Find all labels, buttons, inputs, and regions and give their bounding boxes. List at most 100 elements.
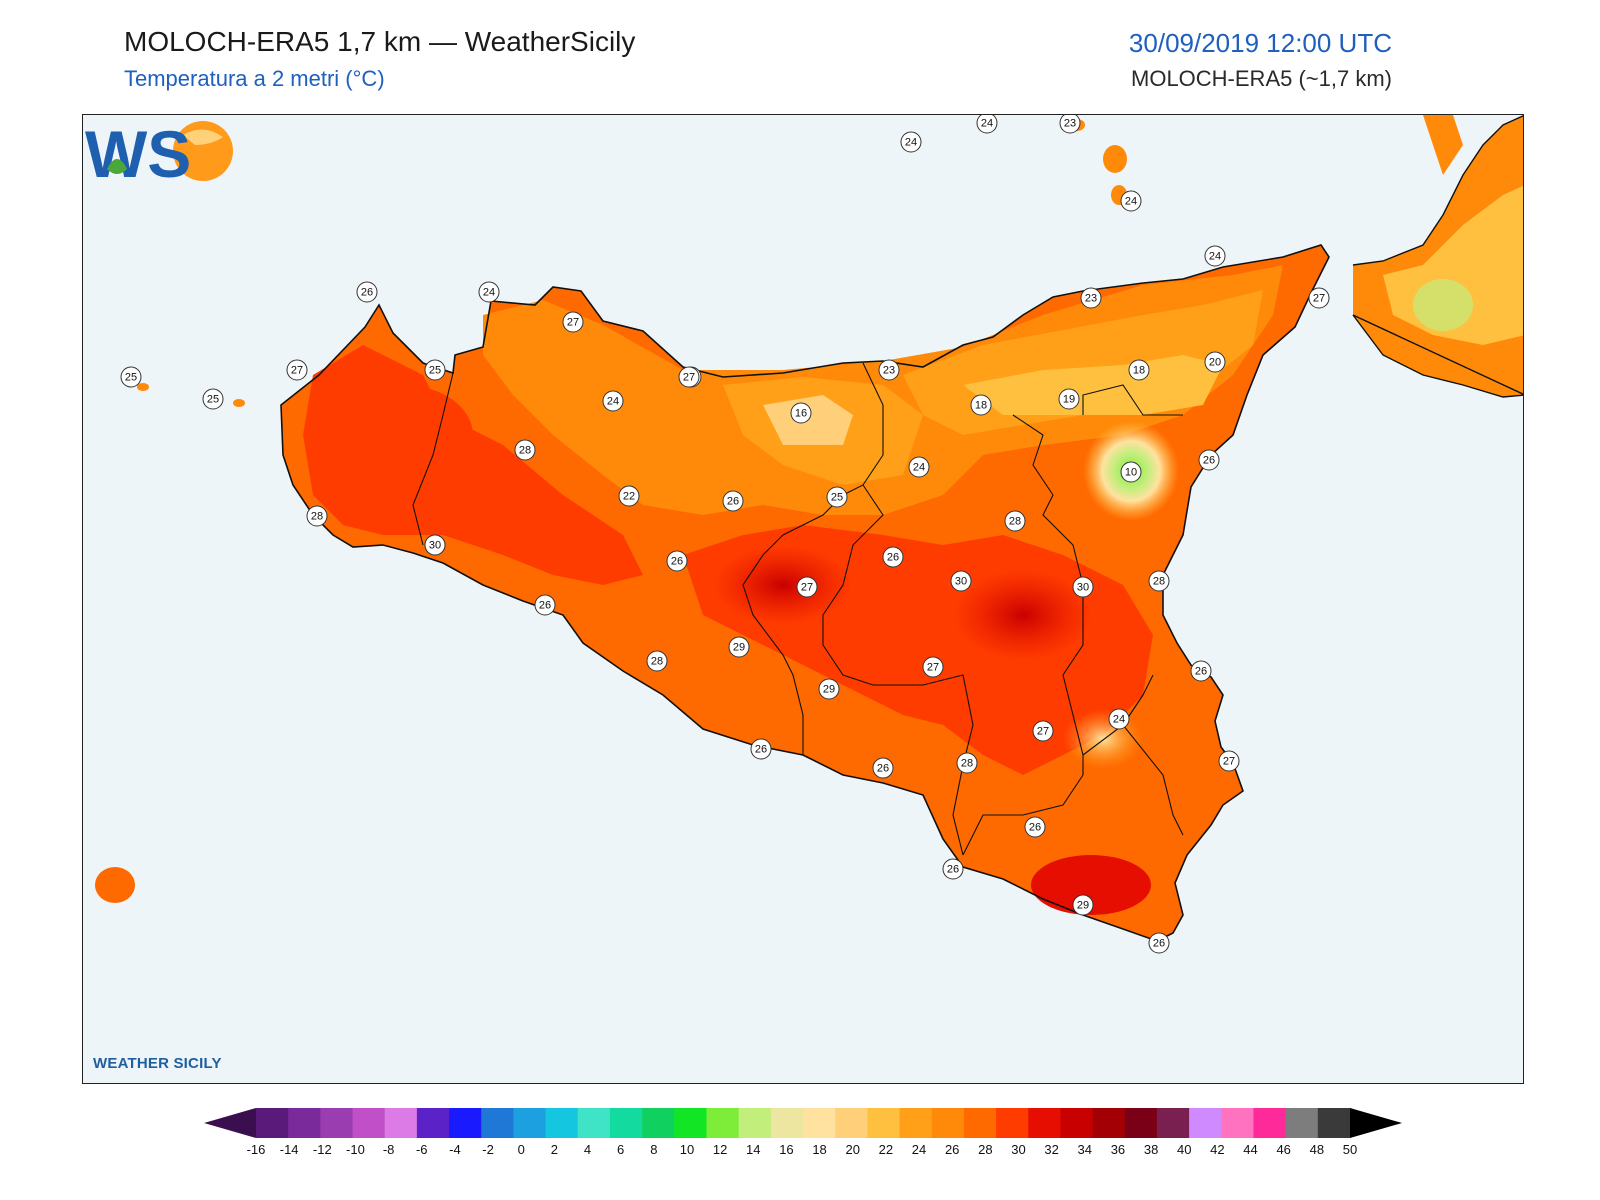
station-value: 26 [755, 744, 767, 756]
colorbar-tick-label: 42 [1210, 1142, 1225, 1157]
station-value: 26 [671, 556, 683, 568]
colorbar-segment [931, 1108, 965, 1138]
station-value: 24 [913, 462, 925, 474]
station-marker: 30 [950, 570, 972, 592]
station-value: 30 [429, 540, 441, 552]
station-marker: 18 [1128, 359, 1150, 381]
station-marker: 28 [306, 505, 328, 527]
colorbar-max-arrow [1350, 1108, 1402, 1138]
colorbar-segment [1317, 1108, 1351, 1138]
map-title: MOLOCH-ERA5 1,7 km — WeatherSicily [124, 26, 636, 57]
station-marker: 27 [562, 311, 584, 333]
colorbar-segment [770, 1108, 804, 1138]
station-value: 26 [877, 763, 889, 775]
station-marker: 29 [728, 636, 750, 658]
station-marker: 24 [976, 115, 998, 134]
weather-sicily-logo: WS [85, 117, 233, 191]
colorbar-segment [384, 1108, 418, 1138]
colorbar-tick-label: -4 [449, 1142, 461, 1157]
station-marker: 28 [514, 439, 536, 461]
station-marker: 28 [646, 650, 668, 672]
map-canvas: 24 24 23 24 24 26 24 27 23 27 25 27 25 25 25 24 23 18 20 27… [95, 115, 1523, 954]
station-value: 30 [1077, 582, 1089, 594]
colorbar-tick-label: 4 [583, 1142, 592, 1157]
station-value: 26 [1029, 822, 1041, 834]
colorbar-tick-label: 8 [650, 1142, 658, 1157]
station-value: 25 [831, 492, 843, 504]
colorbar-segment [416, 1108, 450, 1138]
map-subtitle: Temperatura a 2 metri (°C) [124, 66, 385, 91]
station-marker: 26 [666, 550, 688, 572]
colorbar-segment [1285, 1108, 1319, 1138]
station-marker: 27 [1032, 720, 1054, 742]
colorbar-tick-label: 10 [679, 1142, 695, 1157]
colorbar-tick-label: 12 [712, 1142, 728, 1157]
colorbar-segment [577, 1108, 611, 1138]
station-value: 28 [311, 511, 323, 523]
station-value: 24 [1125, 196, 1137, 208]
station-marker: 27 [678, 366, 700, 388]
station-marker: 10 [1120, 461, 1142, 483]
station-marker: 26 [882, 546, 904, 568]
colorbar-tick-label: -2 [482, 1142, 494, 1157]
colorbar-segment [320, 1108, 354, 1138]
station-value: 18 [975, 400, 987, 412]
station-value: 28 [651, 656, 663, 668]
colorbar-tick-label: 48 [1309, 1142, 1325, 1157]
station-value: 27 [683, 372, 695, 384]
station-marker: 27 [1308, 287, 1330, 309]
colorbar-tick-label: 44 [1243, 1142, 1258, 1157]
logo-letters: WS [85, 117, 191, 191]
colorbar-tick-label: 16 [779, 1142, 794, 1157]
colorbar-segment [256, 1108, 289, 1138]
model-label: MOLOCH-ERA5 (~1,7 km) [1131, 66, 1392, 91]
colorbar-segment [288, 1108, 321, 1138]
temperature-colorbar [204, 1108, 1402, 1138]
station-marker: 24 [602, 390, 624, 412]
colorbar-segment [867, 1108, 901, 1138]
colorbar-tick-label: 28 [978, 1142, 993, 1157]
station-value: 27 [927, 662, 939, 674]
station-marker: 27 [286, 359, 308, 381]
station-value: 28 [519, 445, 531, 457]
colorbar-tick-label: -16 [246, 1142, 266, 1157]
station-marker: 30 [1072, 576, 1094, 598]
station-value: 26 [1203, 455, 1215, 467]
colorbar-segment [835, 1108, 868, 1138]
station-marker: 19 [1058, 388, 1080, 410]
colorbar-tick-label: 34 [1077, 1142, 1093, 1157]
colorbar-tick-label: 40 [1177, 1142, 1192, 1157]
colorbar-segment [1060, 1108, 1094, 1138]
station-marker: 24 [1108, 708, 1130, 730]
station-value: 28 [1009, 516, 1021, 528]
station-marker: 24 [1120, 190, 1142, 212]
colorbar-tick-label: 24 [911, 1142, 927, 1157]
station-marker: 28 [1148, 570, 1170, 592]
station-marker: 26 [942, 858, 964, 880]
station-marker: 26 [1148, 932, 1170, 954]
colorbar-segment [738, 1108, 772, 1138]
colorbar-segment [1092, 1108, 1126, 1138]
colorbar-tick-label: 2 [550, 1142, 558, 1157]
station-marker: 29 [818, 678, 840, 700]
colorbar-tick-label: 14 [746, 1142, 761, 1157]
station-value: 19 [1063, 394, 1075, 406]
station-marker: 25 [826, 486, 848, 508]
station-value: 25 [429, 365, 441, 377]
colorbar-tick-label: 46 [1276, 1142, 1291, 1157]
colorbar-segment [545, 1108, 579, 1138]
station-marker: 26 [534, 594, 556, 616]
colorbar-segment [449, 1108, 482, 1138]
station-value: 16 [795, 408, 807, 420]
colorbar-tick-label: 38 [1143, 1142, 1159, 1157]
colorbar-tick-label: 50 [1342, 1142, 1358, 1157]
station-value: 26 [727, 496, 739, 508]
station-value: 27 [1313, 293, 1325, 305]
colorbar-segment [1028, 1108, 1061, 1138]
station-value: 25 [207, 394, 219, 406]
colorbar-ticks: -16 -14 -12 -10 -8 -6 -4 -2 0 2 4 6 8 10 12 14 16 18 20 22 2… [0, 1138, 1600, 1158]
station-marker: 23 [1059, 115, 1081, 134]
colorbar-segment [803, 1108, 836, 1138]
station-value: 29 [733, 642, 745, 654]
station-value: 26 [1195, 666, 1207, 678]
